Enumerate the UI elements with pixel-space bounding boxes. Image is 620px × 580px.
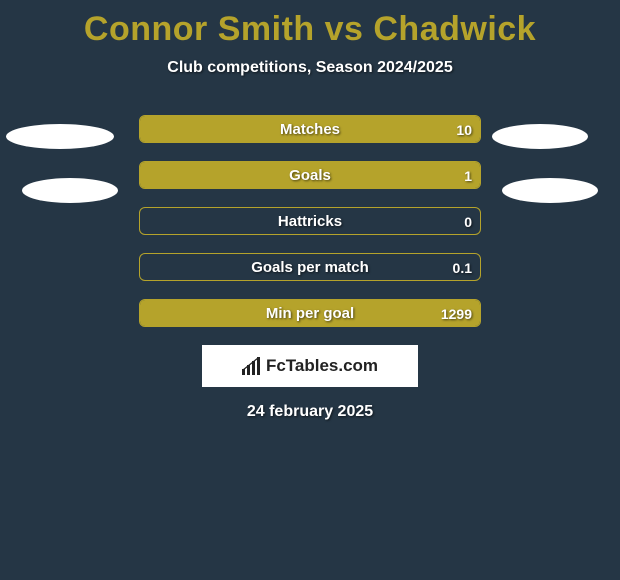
logo-box: FcTables.com [202, 345, 418, 387]
bar-container: Goals1 [139, 161, 481, 189]
bar-container: Goals per match0.1 [139, 253, 481, 281]
value-right: 0.1 [453, 254, 472, 281]
stat-row: Goals per match0.1 [139, 253, 481, 281]
photo-placeholder [6, 124, 114, 149]
stat-row: Goals1 [139, 161, 481, 189]
bar-container: Hattricks0 [139, 207, 481, 235]
logo: FcTables.com [242, 356, 378, 376]
stat-row: Hattricks0 [139, 207, 481, 235]
value-right: 0 [464, 208, 472, 235]
photo-placeholder [492, 124, 588, 149]
subtitle: Club competitions, Season 2024/2025 [0, 59, 620, 77]
bar-right [139, 300, 480, 326]
stat-row: Min per goal1299 [139, 299, 481, 327]
page-title: Connor Smith vs Chadwick [0, 0, 620, 49]
bar-container: Matches10 [139, 115, 481, 143]
bar-right [139, 116, 480, 142]
photo-placeholder [502, 178, 598, 203]
bar-label: Goals per match [140, 254, 480, 281]
date: 24 february 2025 [0, 403, 620, 421]
stat-row: Matches10 [139, 115, 481, 143]
bars-icon [242, 357, 262, 375]
bar-container: Min per goal1299 [139, 299, 481, 327]
logo-text: FcTables.com [266, 356, 378, 376]
bar-label: Hattricks [140, 208, 480, 235]
photo-placeholder [22, 178, 118, 203]
bar-right [139, 162, 480, 188]
